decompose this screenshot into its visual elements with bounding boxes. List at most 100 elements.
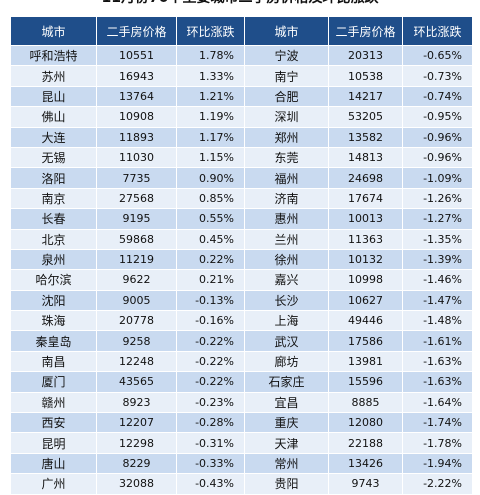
cell-price-left: 8923 (96, 391, 177, 414)
cell-change-right: -1.94% (402, 452, 473, 475)
cell-change-left: 1.19% (176, 106, 245, 128)
cell-change-right: -1.27% (402, 208, 473, 230)
cell-city-left: 苏州 (10, 65, 97, 87)
cell-city-right: 廊坊 (244, 350, 329, 373)
cell-change-left: -0.31% (176, 432, 245, 454)
cell-change-left: -0.23% (176, 391, 245, 414)
cell-change-left: -0.22% (176, 350, 245, 373)
table-row: 沈阳 9005 -0.13% 长沙 10627 -1.47% (10, 289, 473, 312)
cell-price-left: 7735 (96, 167, 177, 189)
cell-change-right: -0.65% (402, 44, 473, 67)
cell-price-left: 9622 (96, 269, 177, 291)
cell-price-right: 10538 (328, 65, 403, 87)
header-change-left: 环比涨跌 (176, 16, 245, 46)
cell-change-left: 1.33% (176, 65, 245, 87)
cell-price-left: 11893 (96, 126, 177, 148)
table-row: 无锡 11030 1.15% 东莞 14813 -0.96% (10, 146, 473, 169)
cell-change-left: 1.78% (176, 44, 245, 67)
cell-price-left: 11219 (96, 248, 177, 271)
table-row: 苏州 16943 1.33% 南宁 10538 -0.73% (10, 65, 473, 87)
cell-city-right: 深圳 (244, 106, 329, 128)
cell-change-right: -1.26% (402, 187, 473, 210)
cell-change-right: -0.74% (402, 85, 473, 108)
cell-price-right: 11363 (328, 228, 403, 250)
cell-change-left: 1.21% (176, 85, 245, 108)
cell-price-right: 10998 (328, 269, 403, 291)
cell-price-left: 12248 (96, 350, 177, 373)
cell-price-right: 20313 (328, 44, 403, 67)
cell-city-left: 大连 (10, 126, 97, 148)
cell-change-right: -1.74% (402, 412, 473, 434)
cell-change-left: -0.16% (176, 310, 245, 332)
cell-city-left: 南京 (10, 187, 97, 210)
cell-city-left: 佛山 (10, 106, 97, 128)
cell-change-left: -0.33% (176, 452, 245, 475)
cell-price-left: 27568 (96, 187, 177, 210)
cell-city-right: 重庆 (244, 412, 329, 434)
cell-city-right: 宜昌 (244, 391, 329, 414)
cell-price-left: 20778 (96, 310, 177, 332)
cell-city-right: 常州 (244, 452, 329, 475)
cell-price-right: 10132 (328, 248, 403, 271)
cell-city-right: 上海 (244, 310, 329, 332)
header-city-left: 城市 (10, 16, 97, 46)
cell-city-right: 福州 (244, 167, 329, 189)
table-row: 哈尔滨 9622 0.21% 嘉兴 10998 -1.46% (10, 269, 473, 291)
cell-price-right: 13582 (328, 126, 403, 148)
cell-price-right: 53205 (328, 106, 403, 128)
cell-change-left: 1.15% (176, 146, 245, 169)
cell-change-right: -1.46% (402, 269, 473, 291)
cell-price-right: 12080 (328, 412, 403, 434)
cell-city-left: 赣州 (10, 391, 97, 414)
cell-change-right: -1.61% (402, 330, 473, 352)
cell-city-right: 兰州 (244, 228, 329, 250)
cell-change-left: -0.13% (176, 289, 245, 312)
cell-price-left: 59868 (96, 228, 177, 250)
table-row: 南京 27568 0.85% 济南 17674 -1.26% (10, 187, 473, 210)
cell-change-right: -1.39% (402, 248, 473, 271)
cell-city-right: 长沙 (244, 289, 329, 312)
table-row: 大连 11893 1.17% 郑州 13582 -0.96% (10, 126, 473, 148)
cell-change-right: -1.78% (402, 432, 473, 454)
cell-price-left: 13764 (96, 85, 177, 108)
cell-city-left: 珠海 (10, 310, 97, 332)
table-title: 11月份70个主要城市二手房价格及环比涨跌 (0, 0, 480, 8)
cell-city-left: 呼和浩特 (10, 44, 97, 67)
cell-change-right: -1.63% (402, 350, 473, 373)
cell-city-right: 济南 (244, 187, 329, 210)
cell-city-right: 合肥 (244, 85, 329, 108)
cell-change-right: -1.35% (402, 228, 473, 250)
cell-city-right: 徐州 (244, 248, 329, 271)
cell-price-left: 16943 (96, 65, 177, 87)
cell-price-left: 8229 (96, 452, 177, 475)
header-change-right: 环比涨跌 (402, 16, 473, 46)
cell-price-right: 8885 (328, 391, 403, 414)
cell-city-right: 郑州 (244, 126, 329, 148)
cell-price-left: 9258 (96, 330, 177, 352)
cell-change-left: 0.21% (176, 269, 245, 291)
cell-city-left: 洛阳 (10, 167, 97, 189)
cell-change-right: -0.96% (402, 126, 473, 148)
cell-change-left: -0.22% (176, 371, 245, 393)
cell-city-right: 南宁 (244, 65, 329, 87)
cell-price-right: 22188 (328, 432, 403, 454)
cell-price-left: 12298 (96, 432, 177, 454)
cell-price-left: 10551 (96, 44, 177, 67)
table-row: 西安 12207 -0.28% 重庆 12080 -1.74% (10, 412, 473, 434)
cell-city-left: 厦门 (10, 371, 97, 393)
cell-price-left: 10908 (96, 106, 177, 128)
price-table: 城市 二手房价格 环比涨跌 城市 二手房价格 环比涨跌 呼和浩特 10551 1.7… (10, 16, 473, 495)
cell-change-left: 1.17% (176, 126, 245, 148)
cell-price-right: 14217 (328, 85, 403, 108)
table-row: 洛阳 7735 0.90% 福州 24698 -1.09% (10, 167, 473, 189)
header-city-right: 城市 (244, 16, 329, 46)
cell-price-right: 15596 (328, 371, 403, 393)
cell-price-left: 32088 (96, 473, 177, 495)
cell-price-right: 17674 (328, 187, 403, 210)
table-row: 呼和浩特 10551 1.78% 宁波 20313 -0.65% (10, 44, 473, 67)
cell-change-left: 0.90% (176, 167, 245, 189)
header-row: 城市 二手房价格 环比涨跌 城市 二手房价格 环比涨跌 (10, 16, 473, 46)
cell-city-right: 宁波 (244, 44, 329, 67)
table-row: 佛山 10908 1.19% 深圳 53205 -0.95% (10, 106, 473, 128)
header-price-right: 二手房价格 (328, 16, 403, 46)
